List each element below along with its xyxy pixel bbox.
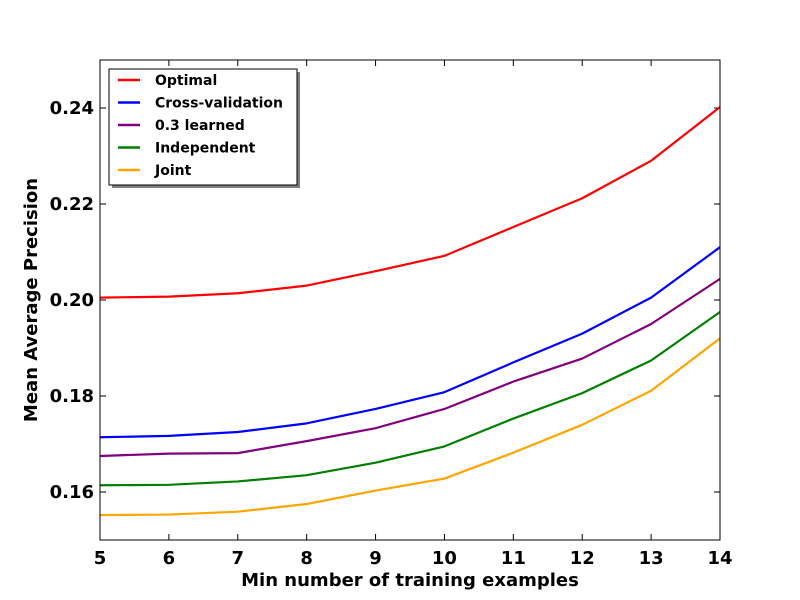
x-tick-label: 9 [369, 548, 382, 569]
x-tick-label: 6 [163, 548, 176, 569]
legend-label: Joint [154, 163, 192, 179]
x-tick-label: 5 [94, 548, 107, 569]
y-tick-label: 0.22 [50, 194, 94, 215]
legend-items: Optimal Cross-validation 0.3 learned Indepe… [118, 73, 283, 179]
y-tick-label: 0.18 [50, 386, 94, 407]
legend-box [108, 68, 298, 186]
series-line-independent [99, 311, 721, 487]
x-axis-title: Min number of training examples [241, 570, 579, 591]
legend-label: Cross-validation [155, 96, 283, 112]
x-tick-label: 11 [501, 548, 526, 569]
x-tick-label: 13 [639, 548, 664, 569]
legend-label: Independent [155, 141, 256, 157]
legend-label: 0.3 learned [155, 118, 245, 134]
axis-tick-labels: 5 6 7 8 9 10 11 12 13 14 0.16 0.18 0.20 0.22 0.24 [50, 98, 733, 569]
series-lines [99, 106, 721, 517]
plot-area-frame [99, 59, 721, 541]
x-tick-label: 14 [707, 548, 732, 569]
series-line-optimal [99, 106, 721, 299]
series-line-joint [99, 337, 721, 517]
y-tick-label: 0.16 [50, 482, 94, 503]
x-tick-label: 8 [300, 548, 313, 569]
y-tick-label: 0.20 [50, 290, 94, 311]
x-tick-label: 10 [432, 548, 457, 569]
x-tick-label: 12 [570, 548, 595, 569]
series-line-0-3-learned [99, 277, 721, 458]
series-line-cross-validation [99, 246, 721, 439]
legend: Optimal Cross-validation 0.3 learned Indepe… [108, 68, 300, 188]
y-axis-title: Mean Average Precision [21, 178, 42, 422]
legend-label: Optimal [155, 73, 217, 89]
x-tick-label: 7 [232, 548, 245, 569]
y-tick-label: 0.24 [50, 98, 94, 119]
